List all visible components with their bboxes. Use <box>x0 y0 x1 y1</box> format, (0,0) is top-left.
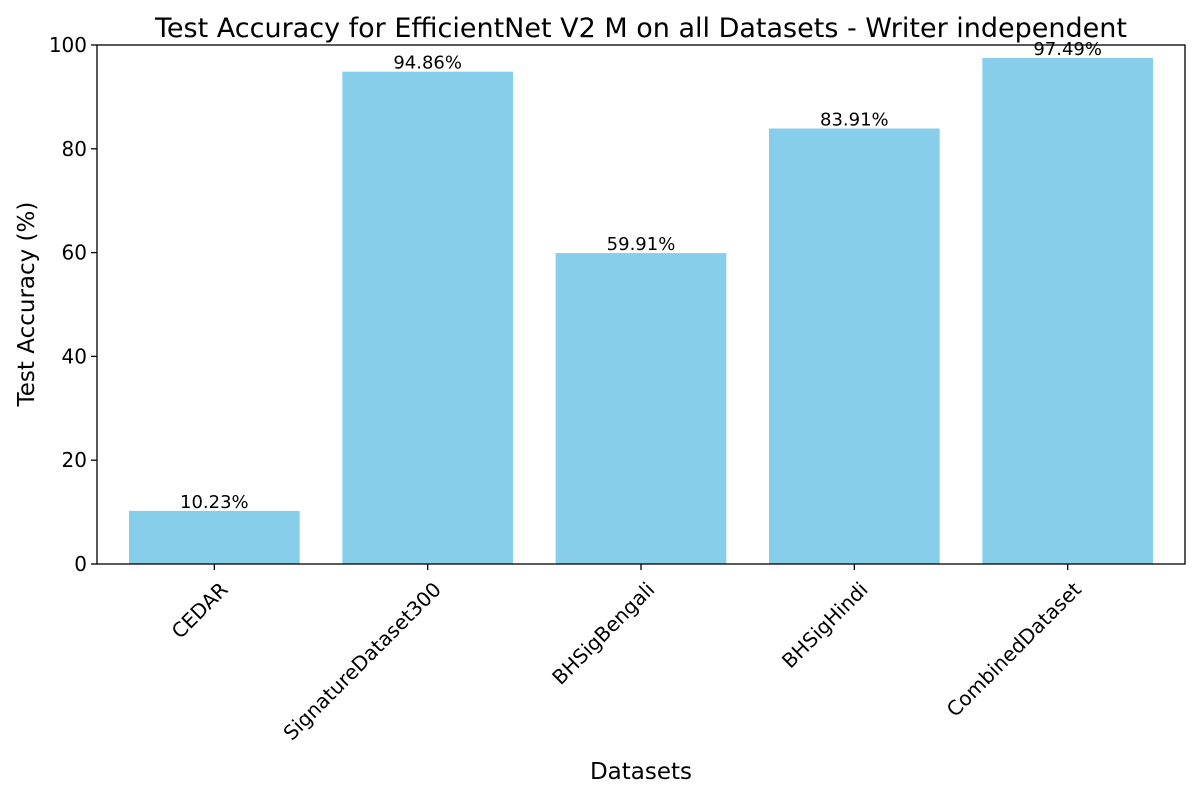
data-label-signaturedataset300: 94.86% <box>393 53 462 74</box>
x-tick-label-bhsighindi: BHSigHindi <box>777 577 873 673</box>
y-tick-label: 100 <box>49 33 87 57</box>
x-tick-label-signaturedataset300: SignatureDataset300 <box>278 577 446 745</box>
data-label-bhsighindi: 83.91% <box>820 110 889 131</box>
y-tick-label: 0 <box>74 552 87 576</box>
bar-combineddataset <box>982 58 1153 564</box>
plot-frame <box>96 44 1186 565</box>
bars-layer: 10.23% 94.86% 59.91% 83.91% 97.49% <box>129 39 1153 565</box>
y-tick-label: 60 <box>62 241 87 265</box>
y-tick-label: 40 <box>62 344 87 368</box>
bar-signaturedataset300 <box>342 71 513 565</box>
y-tick-label: 20 <box>62 448 87 472</box>
y-tick-label: 80 <box>62 137 87 161</box>
bar-cedar <box>129 510 300 564</box>
x-tick-label-combineddataset: CombinedDataset <box>942 577 1086 721</box>
data-label-bhsigbengali: 59.91% <box>607 234 676 255</box>
x-axis-label: Datasets <box>590 759 692 785</box>
chart-title: Test Accuracy for EfficientNet V2 M on a… <box>154 13 1127 44</box>
x-tick-label-cedar: CEDAR <box>167 577 233 643</box>
x-tick-label-bhsigbengali: BHSigBengali <box>547 577 659 689</box>
bar-bhsigbengali <box>555 253 727 564</box>
y-axis-label: Test Accuracy (%) <box>14 202 40 408</box>
data-label-combineddataset: 97.49% <box>1033 39 1102 60</box>
data-label-cedar: 10.23% <box>180 492 249 513</box>
bar-bhsighindi <box>769 128 940 564</box>
